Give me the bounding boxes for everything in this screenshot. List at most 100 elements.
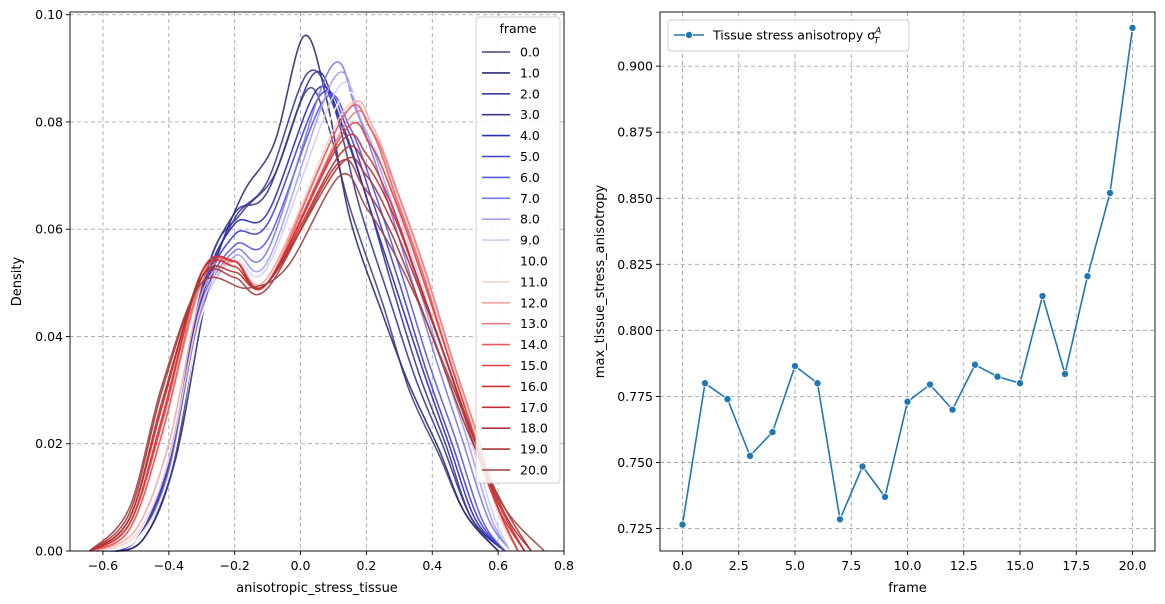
legend-entry-superscript: A xyxy=(874,27,881,37)
right-x-tick-label: 0.0 xyxy=(673,558,693,573)
left-x-axis-label: anisotropic_stress_tissue xyxy=(236,581,398,596)
legend-entry-label: 15.0 xyxy=(520,358,548,373)
right-y-tick-label: 0.900 xyxy=(617,59,653,74)
data-point xyxy=(926,380,935,389)
data-point xyxy=(1016,379,1025,388)
anisotropy-series-points xyxy=(678,23,1137,529)
legend-entry-label: 1.0 xyxy=(520,65,540,80)
left-y-tick-label: 0.06 xyxy=(35,222,63,237)
legend-box xyxy=(667,19,910,52)
kde-curve-frame-1-0 xyxy=(102,34,499,552)
left-x-ticks: −0.6 −0.4 −0.2 0.0 0.2 0.4 0.6 0.8 xyxy=(88,551,574,573)
data-point xyxy=(881,492,890,501)
data-point xyxy=(678,520,687,529)
kde-curve-frame-19-0 xyxy=(89,158,532,552)
left-y-tick-label: 0.10 xyxy=(35,7,63,22)
right-x-ticks: 0.0 2.5 5.0 7.5 10.0 12.5 15.0 17.5 20.0 xyxy=(673,551,1147,573)
right-x-tick-label: 20.0 xyxy=(1119,558,1147,573)
legend-entry-label: 3.0 xyxy=(520,107,540,122)
right-x-tick-label: 7.5 xyxy=(841,558,861,573)
left-x-tick-label: −0.4 xyxy=(154,558,184,573)
legend-entry-label: 9.0 xyxy=(520,233,540,248)
legend-entry-label: 13.0 xyxy=(520,316,548,331)
data-point xyxy=(836,515,845,524)
legend-entry-label: 16.0 xyxy=(520,379,548,394)
left-x-tick-label: −0.2 xyxy=(219,558,249,573)
legend-entry-main: Tissue stress anisotropy σ xyxy=(712,28,875,43)
data-point xyxy=(768,428,777,437)
kde-density-chart: −0.6 −0.4 −0.2 0.0 0.2 0.4 0.6 0.8 0.000.020.04… xyxy=(10,7,574,596)
data-point xyxy=(971,360,980,369)
left-x-tick-label: 0.0 xyxy=(291,558,311,573)
right-x-tick-label: 17.5 xyxy=(1062,558,1090,573)
right-x-tick-label: 15.0 xyxy=(1006,558,1034,573)
frame-legend: frame 0.0 1.0 2.0 3.0 4.0 5.0 6.0 7.0 8.0 9.0 10.0 1… xyxy=(475,16,561,484)
legend-swatch-marker xyxy=(685,30,694,39)
data-point xyxy=(723,395,732,404)
left-x-tick-label: 0.8 xyxy=(554,558,574,573)
right-x-tick-label: 12.5 xyxy=(950,558,978,573)
max-anisotropy-chart: 0.0 2.5 5.0 7.5 10.0 12.5 15.0 17.5 20.0 0.7250.… xyxy=(593,11,1156,596)
right-x-axis-label: frame xyxy=(888,581,927,596)
legend-entry-subscript: T xyxy=(874,37,881,47)
data-point xyxy=(903,397,912,406)
right-y-tick-label: 0.825 xyxy=(617,257,653,272)
right-y-tick-label: 0.775 xyxy=(617,389,653,404)
right-grid xyxy=(660,12,1155,551)
legend-entry-label: 11.0 xyxy=(520,274,548,289)
kde-curve-frame-20-0 xyxy=(89,172,545,552)
kde-curve-frame-6-0 xyxy=(96,93,506,552)
data-point xyxy=(746,451,755,460)
legend-box xyxy=(475,16,561,484)
right-x-tick-label: 5.0 xyxy=(785,558,805,573)
data-point xyxy=(993,372,1002,381)
anisotropy-series-line xyxy=(681,27,1134,525)
right-x-tick-label: 10.0 xyxy=(894,558,922,573)
legend-entry-label: 18.0 xyxy=(520,421,548,436)
data-point xyxy=(948,405,957,414)
data-point xyxy=(1061,369,1070,378)
right-y-tick-label: 0.750 xyxy=(617,455,653,470)
left-y-ticks: 0.00 0.02 0.04 0.06 0.08 0.10 xyxy=(35,7,70,559)
left-y-tick-label: 0.04 xyxy=(35,329,63,344)
left-y-tick-label: 0.08 xyxy=(35,114,63,129)
legend-entry-label: 14.0 xyxy=(520,337,548,352)
kde-curve-frame-12-0 xyxy=(95,100,519,552)
legend-entry-label: 17.0 xyxy=(520,400,548,415)
data-point xyxy=(1038,292,1047,301)
data-point xyxy=(791,362,800,371)
left-y-tick-label: 0.00 xyxy=(35,544,63,559)
right-y-tick-label: 0.800 xyxy=(617,323,653,338)
kde-curve-frame-15-0 xyxy=(89,121,519,552)
data-point xyxy=(1106,188,1115,197)
right-y-tick-label: 0.850 xyxy=(617,191,653,206)
left-plot-frame xyxy=(69,11,565,552)
data-point xyxy=(813,379,822,388)
legend-entry-label: Tissue stress anisotropy σA T xyxy=(712,27,881,47)
kde-curve-frame-5-0 xyxy=(96,89,506,552)
kde-curves xyxy=(89,34,545,552)
left-y-tick-label: 0.02 xyxy=(35,436,63,451)
legend-entry-label: 19.0 xyxy=(520,442,548,457)
kde-curve-frame-11-0 xyxy=(96,100,519,552)
legend-title: frame xyxy=(499,21,536,36)
legend-entry-label: 20.0 xyxy=(520,463,548,478)
right-y-ticks: 0.725 0.750 0.775 0.800 0.825 0.850 0.875 0.900 xyxy=(617,59,660,536)
legend-entry-label: 0.0 xyxy=(520,45,540,60)
legend-entry-label: 6.0 xyxy=(520,170,540,185)
left-x-tick-label: −0.6 xyxy=(88,558,118,573)
legend-entry-label: 12.0 xyxy=(520,295,548,310)
data-point xyxy=(858,462,867,471)
left-x-tick-label: 0.2 xyxy=(356,558,376,573)
right-y-tick-label: 0.875 xyxy=(617,125,653,140)
legend-entry-label: 2.0 xyxy=(520,86,540,101)
legend-entry-label: 8.0 xyxy=(520,212,540,227)
right-x-tick-label: 2.5 xyxy=(729,558,749,573)
left-x-tick-label: 0.6 xyxy=(488,558,508,573)
legend-entry-label: 7.0 xyxy=(520,191,540,206)
series-legend: Tissue stress anisotropy σA T xyxy=(667,19,910,52)
kde-curve-frame-13-0 xyxy=(89,110,519,552)
left-y-axis-label: Density xyxy=(10,256,25,306)
legend-entry-label: 10.0 xyxy=(520,254,548,269)
